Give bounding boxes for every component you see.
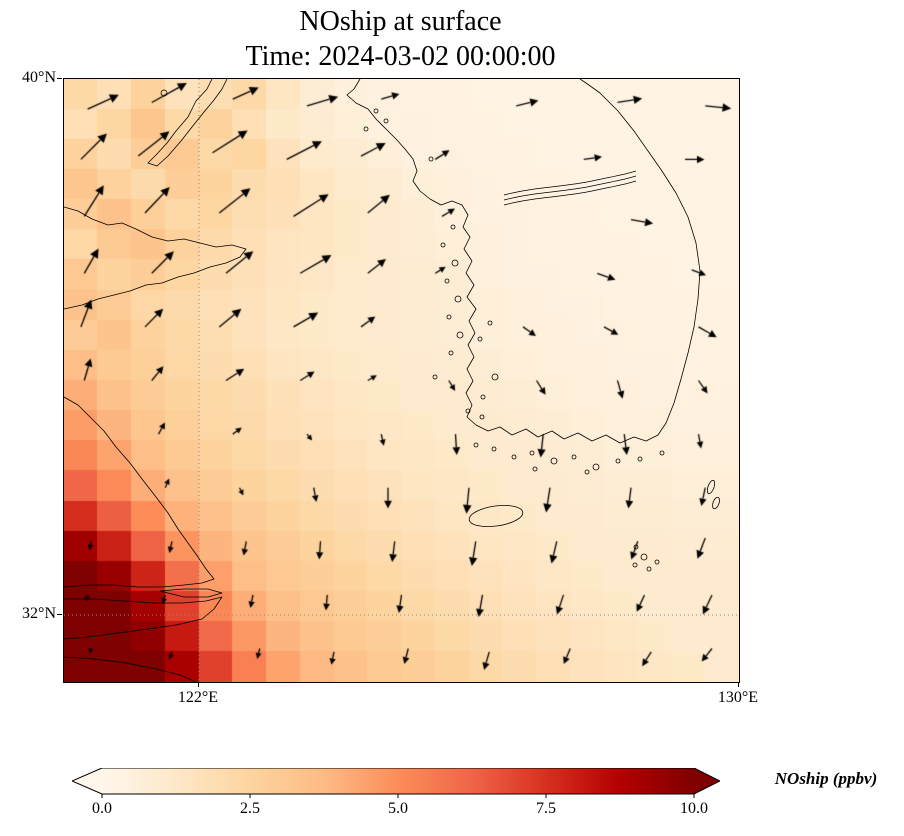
colorbar-tick-label: 7.5 [536,800,556,817]
colorbar-gradient [102,768,694,794]
colorbar-tick-label: 10.0 [680,800,708,817]
colorbar [70,767,722,798]
wind-arrows-canvas [64,79,739,682]
y-tickmark [57,614,62,615]
colorbar-tick-label: 0.0 [92,800,112,817]
colorbar-tick-label: 2.5 [240,800,260,817]
y-tick-label: 40°N [22,69,56,86]
figure-title-block: NOship at surface Time: 2024-03-02 00:00… [63,4,738,74]
y-tick-label: 32°N [22,605,56,622]
chart-title: NOship at surface [299,6,502,37]
colorbar-right-arrow [694,768,720,794]
x-tick-label: 130°E [717,689,759,706]
chart-subtitle: Time: 2024-03-02 00:00:00 [245,41,556,72]
colorbar-left-arrow [72,768,102,794]
x-tick-label: 122°E [177,689,219,706]
colorbar-tickmarks [101,794,695,798]
map-plot [63,78,740,683]
x-tickmark [738,682,739,687]
colorbar-tick-label: 5.0 [388,800,408,817]
colorbar-label: NOship (ppbv) [774,769,878,788]
colorbar-block: 0.0 2.5 5.0 7.5 10.0 [70,767,722,824]
x-tickmark [198,682,199,687]
y-tickmark [57,78,62,79]
